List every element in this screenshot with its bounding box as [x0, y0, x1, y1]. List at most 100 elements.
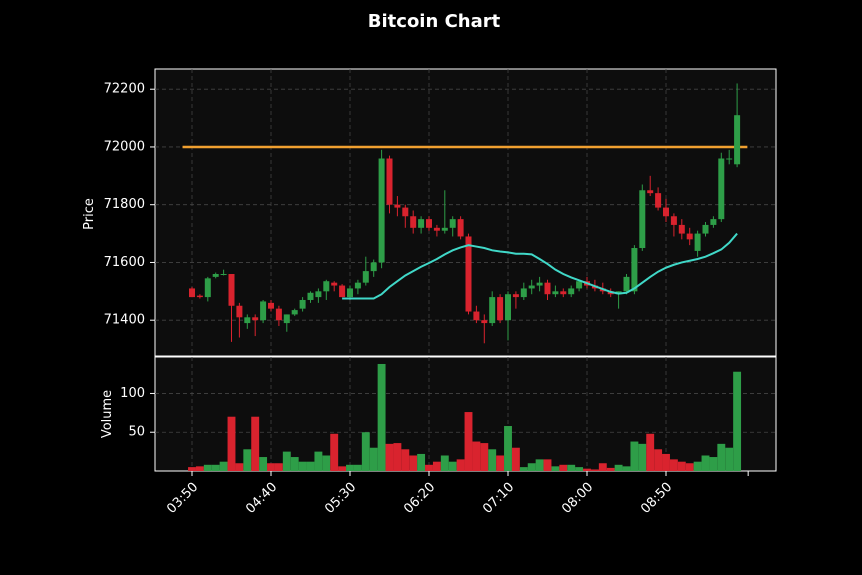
volume-bar — [464, 412, 473, 471]
volume-bar — [496, 455, 505, 471]
candle-body — [410, 216, 417, 228]
candle-body — [489, 297, 496, 324]
volume-bar — [693, 461, 702, 471]
volume-bar — [377, 363, 386, 471]
candle-body — [362, 271, 369, 283]
candle-body — [433, 227, 440, 231]
volume-bar — [195, 466, 204, 471]
candle-body — [576, 281, 583, 289]
volume-bar — [733, 371, 742, 471]
candle-body — [663, 207, 669, 217]
volume-bar — [243, 449, 252, 471]
volume-bar — [393, 443, 402, 471]
candle-body — [347, 288, 353, 298]
y-tick-label: 72000 — [104, 139, 145, 154]
candle-body — [568, 288, 575, 295]
candle-body — [252, 317, 259, 321]
candle-body — [402, 207, 409, 217]
volume-bar — [353, 464, 362, 471]
candle-body — [268, 302, 274, 309]
volume-bar — [409, 455, 418, 471]
candle-body — [670, 216, 677, 225]
candle-body — [560, 291, 567, 295]
volume-bar — [298, 461, 307, 471]
volume-bar — [432, 461, 441, 471]
candle-body — [212, 274, 219, 277]
candle-body — [386, 158, 393, 205]
candle-body — [726, 158, 733, 160]
volume-bar — [227, 416, 236, 471]
y-tick-label: 72200 — [104, 82, 145, 97]
volume-bar — [598, 463, 607, 471]
candle-body — [465, 236, 472, 312]
price-panel — [154, 68, 777, 357]
candle-body — [497, 297, 504, 321]
volume-bar — [543, 459, 552, 471]
volume-bar — [669, 459, 678, 471]
volume-bar — [306, 461, 315, 471]
volume-bar — [290, 457, 299, 471]
candle-body — [473, 311, 480, 321]
y-tick-label: 71800 — [104, 197, 145, 212]
volume-axis-label: Volume — [100, 390, 115, 438]
candle-body — [505, 294, 511, 321]
candle-body — [520, 288, 527, 298]
candle-body — [734, 115, 741, 165]
y-tick-label: 71400 — [104, 313, 145, 328]
volume-bar — [575, 467, 584, 471]
volume-bar — [480, 443, 489, 471]
candle-body — [512, 294, 519, 298]
candle-body — [718, 158, 725, 220]
volume-bar — [527, 463, 536, 471]
volume-bar — [488, 449, 497, 471]
candle-body — [536, 282, 543, 286]
candle-body — [370, 262, 377, 272]
candle-body — [694, 233, 701, 251]
candle-body — [481, 320, 488, 324]
candle-body — [449, 219, 456, 228]
volume-bar — [346, 464, 354, 471]
volume-bar — [519, 467, 528, 471]
volume-bar — [251, 416, 260, 471]
candle-body — [418, 219, 425, 228]
volume-bar — [330, 433, 339, 471]
candle-body — [323, 281, 330, 292]
volume-bar — [188, 467, 196, 471]
volume-bar — [448, 461, 457, 471]
volume-bar — [646, 433, 655, 471]
volume-bar — [614, 464, 623, 471]
candle-body — [244, 317, 251, 324]
volume-bar — [551, 466, 560, 471]
candle-body — [552, 291, 559, 295]
volume-bar — [235, 463, 244, 471]
volume-tick-label: 50 — [128, 425, 145, 440]
volume-bar — [259, 457, 268, 471]
volume-bar — [211, 464, 220, 471]
volume-bar — [369, 447, 378, 471]
candle-body — [228, 274, 235, 306]
volume-bar — [583, 468, 591, 471]
candle-body — [710, 219, 717, 225]
candle-body — [441, 227, 448, 231]
volume-bar — [701, 455, 710, 471]
volume-bar — [314, 451, 323, 471]
moving-average-line — [342, 232, 738, 300]
candle-body — [394, 204, 401, 208]
candle-body — [354, 282, 361, 289]
volume-bar — [203, 464, 212, 471]
volume-bar — [472, 441, 481, 471]
candle-body — [299, 299, 306, 309]
candle-body — [339, 285, 346, 298]
candle-body — [260, 301, 267, 321]
volume-bar — [338, 466, 347, 471]
volume-bar — [717, 443, 726, 471]
volume-bar — [425, 464, 433, 471]
candle-body — [283, 314, 290, 324]
chart-title: Bitcoin Chart — [368, 11, 501, 32]
volume-bar — [725, 447, 734, 471]
volume-bar — [274, 463, 283, 471]
candle-body — [196, 295, 203, 298]
volume-bar — [417, 453, 426, 471]
y-axis-label: Price — [82, 198, 97, 230]
